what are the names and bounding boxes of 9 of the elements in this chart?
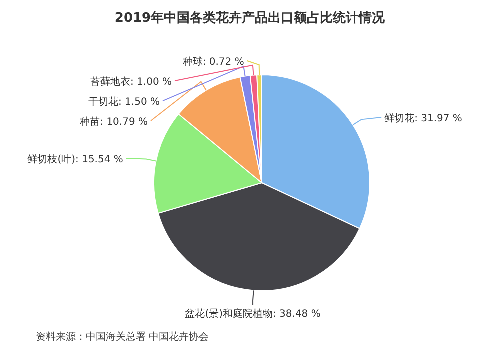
text: 资料来源：中国海关总署 中国花卉协会 [36, 331, 210, 343]
slice-label: 苔藓地衣: 1.00 % [90, 76, 172, 88]
chart-title: 2019年中国各类花卉产品出口额占比统计情况 [114, 10, 386, 26]
slice-label: 鲜切花: 31.97 % [384, 112, 462, 125]
slice-label: 鲜切枝(叶): 15.54 % [28, 153, 124, 166]
slice-label: 种苗: 10.79 % [80, 116, 148, 128]
slice-label: 盆花(景)和庭院植物: 38.48 % [185, 308, 321, 320]
slice-label: 种球: 0.72 % [182, 56, 244, 68]
slice-label: 干切花: 1.50 % [88, 96, 160, 108]
